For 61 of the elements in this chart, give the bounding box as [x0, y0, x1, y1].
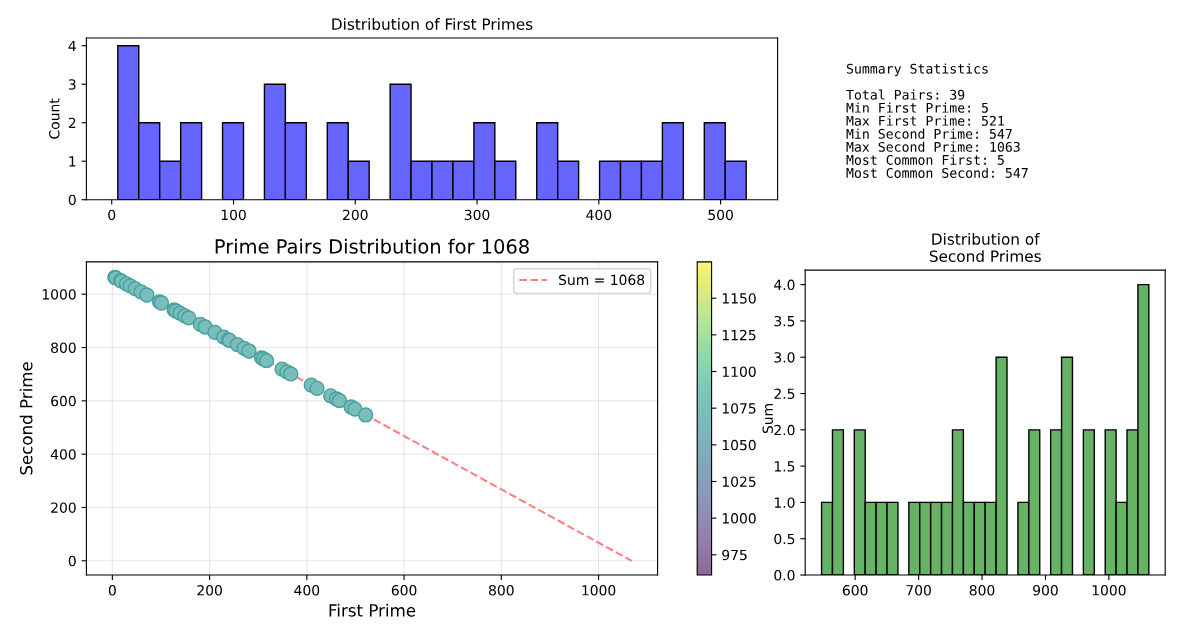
x-tick-label: 0	[108, 209, 116, 221]
y-tick-label: 0.5	[774, 533, 795, 545]
y-tick-label: 1.5	[774, 461, 795, 472]
y-tick-label: 4.0	[774, 279, 795, 291]
x-tick-label: 200	[197, 585, 222, 596]
color-bar-label: 1000	[722, 513, 756, 524]
y-tick-label: 2.0	[774, 424, 795, 436]
color-bar-label: 1125	[722, 329, 756, 341]
text: Total Pairs: 39	[846, 89, 965, 100]
x-tick-label: 400	[294, 585, 320, 596]
y-tick-label: 3.5	[774, 315, 795, 327]
y-tick-label: 3	[68, 79, 76, 90]
y-tick-label: 0.0	[774, 570, 795, 581]
y-tick-label: 2.5	[774, 388, 795, 399]
x-tick-label: 400	[586, 209, 612, 221]
text: Max Second Prime: 1063	[846, 141, 1020, 152]
color-bar-label: 1075	[722, 403, 756, 414]
color-bar-label: 1025	[722, 476, 756, 487]
text: Max First Prime: 521	[846, 115, 1004, 126]
y-tick-label: 0	[68, 555, 76, 567]
text: Min First Prime: 5	[846, 102, 988, 113]
x-tick-label: 800	[489, 585, 514, 596]
text: Most Common Second: 547	[846, 167, 1028, 178]
x-tick-label: 0	[108, 585, 116, 596]
x-tick-label: 1000	[582, 585, 616, 596]
chart-title: Distribution of Second Primes	[929, 233, 1041, 262]
x-tick-label: 1000	[1092, 585, 1126, 596]
x-tick-label: 900	[1033, 585, 1058, 596]
y-tick-label: 1	[69, 156, 76, 167]
y-axis-title: Count	[49, 98, 60, 139]
text: Min Second Prime: 547	[846, 128, 1012, 139]
color-bar-label: 975	[722, 549, 747, 561]
x-tick-label: 800	[969, 585, 995, 596]
x-tick-label: 300	[464, 209, 490, 221]
x-tick-label: 600	[391, 585, 417, 596]
y-axis-title: Second Prime	[19, 362, 33, 475]
color-bar-label: 1100	[722, 366, 756, 377]
x-tick-label: 100	[221, 209, 246, 221]
legend-label: Sum = 1068	[559, 274, 645, 286]
x-tick-label: 500	[708, 209, 733, 221]
y-tick-label: 3.0	[774, 352, 795, 363]
y-tick-label: 4	[68, 40, 76, 52]
x-tick-label: 200	[343, 209, 368, 221]
y-tick-label: 2	[68, 117, 76, 128]
x-axis-title: First Prime	[329, 603, 416, 617]
y-tick-label: 1.0	[774, 497, 795, 508]
y-tick-label: 200	[51, 502, 76, 513]
y-tick-label: 600	[51, 395, 76, 407]
x-tick-label: 700	[906, 585, 931, 596]
color-bar-label: 1150	[722, 293, 756, 304]
chart-title: Prime Pairs Distribution for 1068	[215, 238, 529, 254]
y-tick-label: 400	[50, 449, 76, 460]
x-tick-label: 600	[842, 585, 868, 596]
color-bar-title: Sum	[762, 404, 773, 434]
y-tick-label: 800	[51, 342, 76, 353]
text: Summary Statistics	[846, 63, 988, 77]
y-tick-label: 0	[68, 194, 76, 206]
y-tick-label: 1000	[42, 289, 76, 300]
text: Most Common First: 5	[846, 154, 1004, 165]
color-bar-label: 1050	[722, 439, 756, 451]
chart-title: Distribution of First Primes	[332, 18, 533, 30]
